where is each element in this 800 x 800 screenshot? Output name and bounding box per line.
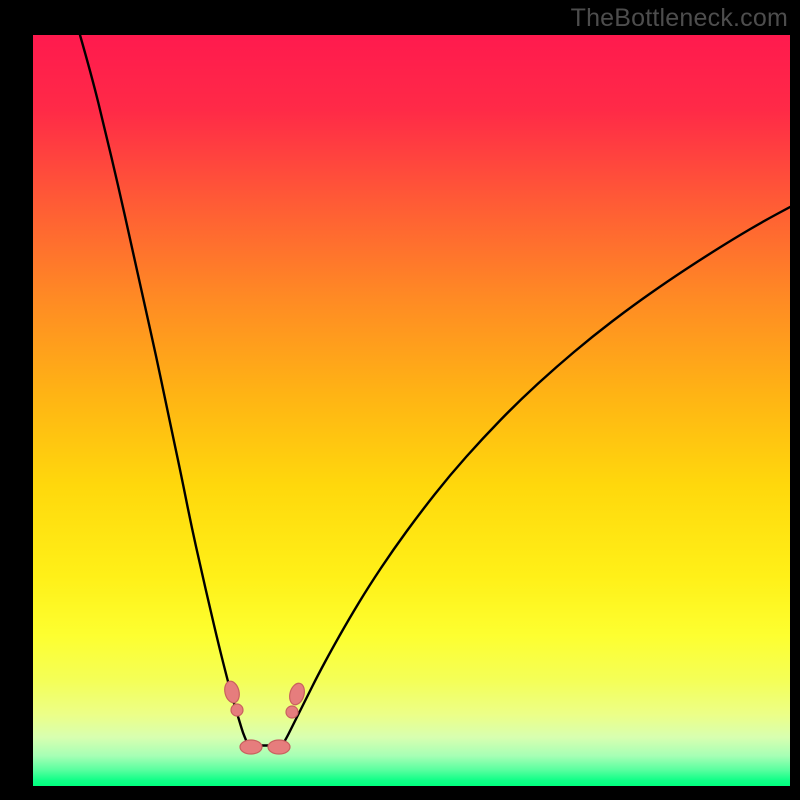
chart-frame xyxy=(0,0,800,800)
data-marker xyxy=(231,704,243,716)
watermark-text: TheBottleneck.com xyxy=(571,4,788,33)
data-marker xyxy=(286,706,298,718)
bottleneck-chart xyxy=(0,0,800,800)
data-marker xyxy=(268,740,290,754)
data-marker xyxy=(240,740,262,754)
gradient-background xyxy=(33,35,790,786)
